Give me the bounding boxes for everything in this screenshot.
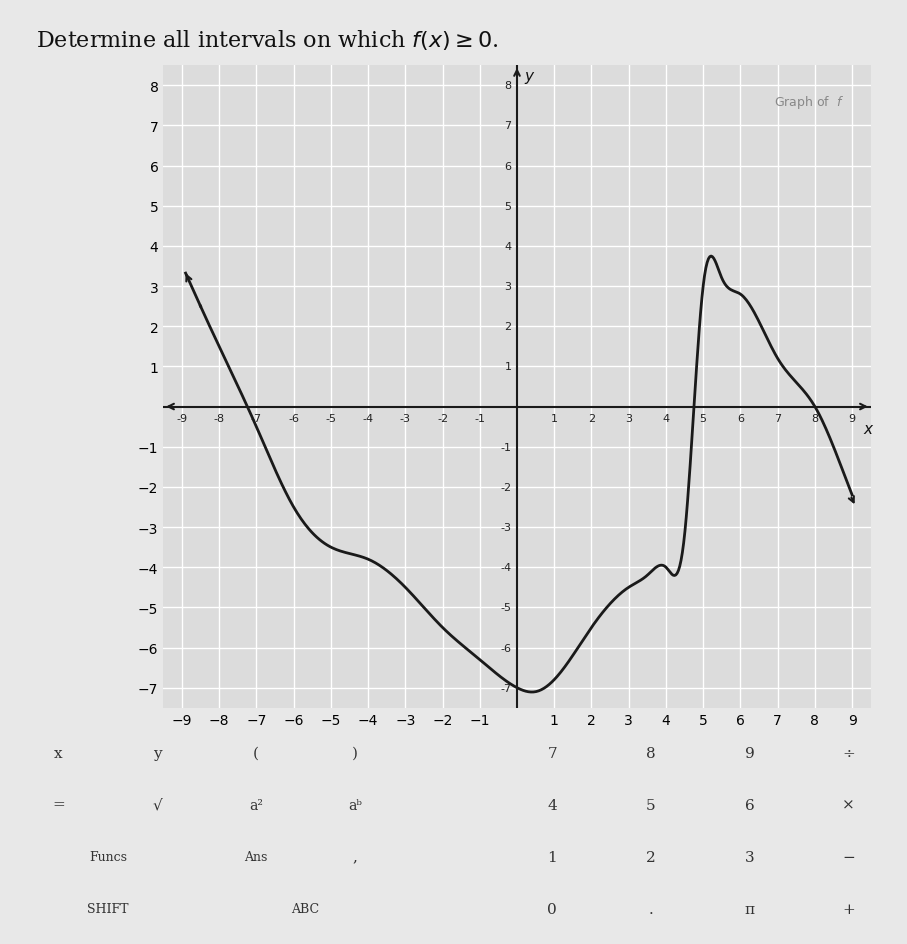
Text: 6: 6 xyxy=(736,413,744,423)
Text: 3: 3 xyxy=(625,413,632,423)
Text: 8: 8 xyxy=(811,413,818,423)
Text: ×: × xyxy=(843,798,855,812)
Text: 4: 4 xyxy=(504,242,512,252)
Text: 7: 7 xyxy=(504,121,512,131)
Text: -5: -5 xyxy=(501,602,512,613)
Text: Determine all intervals on which $f(x) \geq 0$.: Determine all intervals on which $f(x) \… xyxy=(36,28,499,52)
Text: ÷: ÷ xyxy=(843,746,855,760)
Text: ABC: ABC xyxy=(291,902,319,915)
Text: Funcs: Funcs xyxy=(89,851,127,863)
Text: 2: 2 xyxy=(588,413,595,423)
Text: -3: -3 xyxy=(501,522,512,532)
Text: 4: 4 xyxy=(548,798,557,812)
Text: -5: -5 xyxy=(326,413,336,423)
Text: 9: 9 xyxy=(745,746,755,760)
Text: 6: 6 xyxy=(745,798,755,812)
Text: 1: 1 xyxy=(548,850,557,864)
Text: -2: -2 xyxy=(501,482,512,493)
Text: 5: 5 xyxy=(646,798,656,812)
Text: $y$: $y$ xyxy=(524,70,536,86)
Text: 7: 7 xyxy=(548,746,557,760)
Text: 1: 1 xyxy=(504,362,512,372)
Text: aᵇ: aᵇ xyxy=(347,798,362,812)
Text: y: y xyxy=(153,746,161,760)
Text: -4: -4 xyxy=(363,413,374,423)
Text: 8: 8 xyxy=(646,746,656,760)
Text: -6: -6 xyxy=(501,643,512,653)
Text: -1: -1 xyxy=(501,442,512,452)
Text: .: . xyxy=(649,902,653,916)
Text: ,: , xyxy=(352,850,357,864)
Text: 4: 4 xyxy=(662,413,669,423)
Text: Graph of  $f$: Graph of $f$ xyxy=(775,94,844,111)
Text: -6: -6 xyxy=(288,413,299,423)
Text: -2: -2 xyxy=(437,413,448,423)
Text: 2: 2 xyxy=(646,850,656,864)
Text: -1: -1 xyxy=(474,413,485,423)
Text: 3: 3 xyxy=(504,281,512,292)
Text: a²: a² xyxy=(249,798,263,812)
Text: 2: 2 xyxy=(504,322,512,332)
Text: -7: -7 xyxy=(250,413,262,423)
Text: √: √ xyxy=(152,798,162,812)
Text: 3: 3 xyxy=(745,850,755,864)
Text: +: + xyxy=(843,902,855,916)
Text: 9: 9 xyxy=(849,413,855,423)
Text: -3: -3 xyxy=(400,413,411,423)
Text: -8: -8 xyxy=(213,413,225,423)
Text: =: = xyxy=(52,798,64,812)
Text: (: ( xyxy=(253,746,259,760)
Text: Ans: Ans xyxy=(244,851,268,863)
Text: x: x xyxy=(54,746,63,760)
Text: -4: -4 xyxy=(501,563,512,573)
Text: -7: -7 xyxy=(501,683,512,693)
Text: SHIFT: SHIFT xyxy=(87,902,129,915)
Text: −: − xyxy=(843,850,855,864)
Text: 8: 8 xyxy=(504,81,512,92)
Text: -9: -9 xyxy=(176,413,188,423)
Text: ): ) xyxy=(352,746,357,760)
Text: 5: 5 xyxy=(699,413,707,423)
Text: 7: 7 xyxy=(774,413,781,423)
Text: 0: 0 xyxy=(548,902,557,916)
Text: 6: 6 xyxy=(504,161,512,172)
Text: π: π xyxy=(745,902,755,916)
Text: $x$: $x$ xyxy=(863,421,874,436)
Text: 5: 5 xyxy=(504,201,512,211)
Text: 1: 1 xyxy=(551,413,558,423)
